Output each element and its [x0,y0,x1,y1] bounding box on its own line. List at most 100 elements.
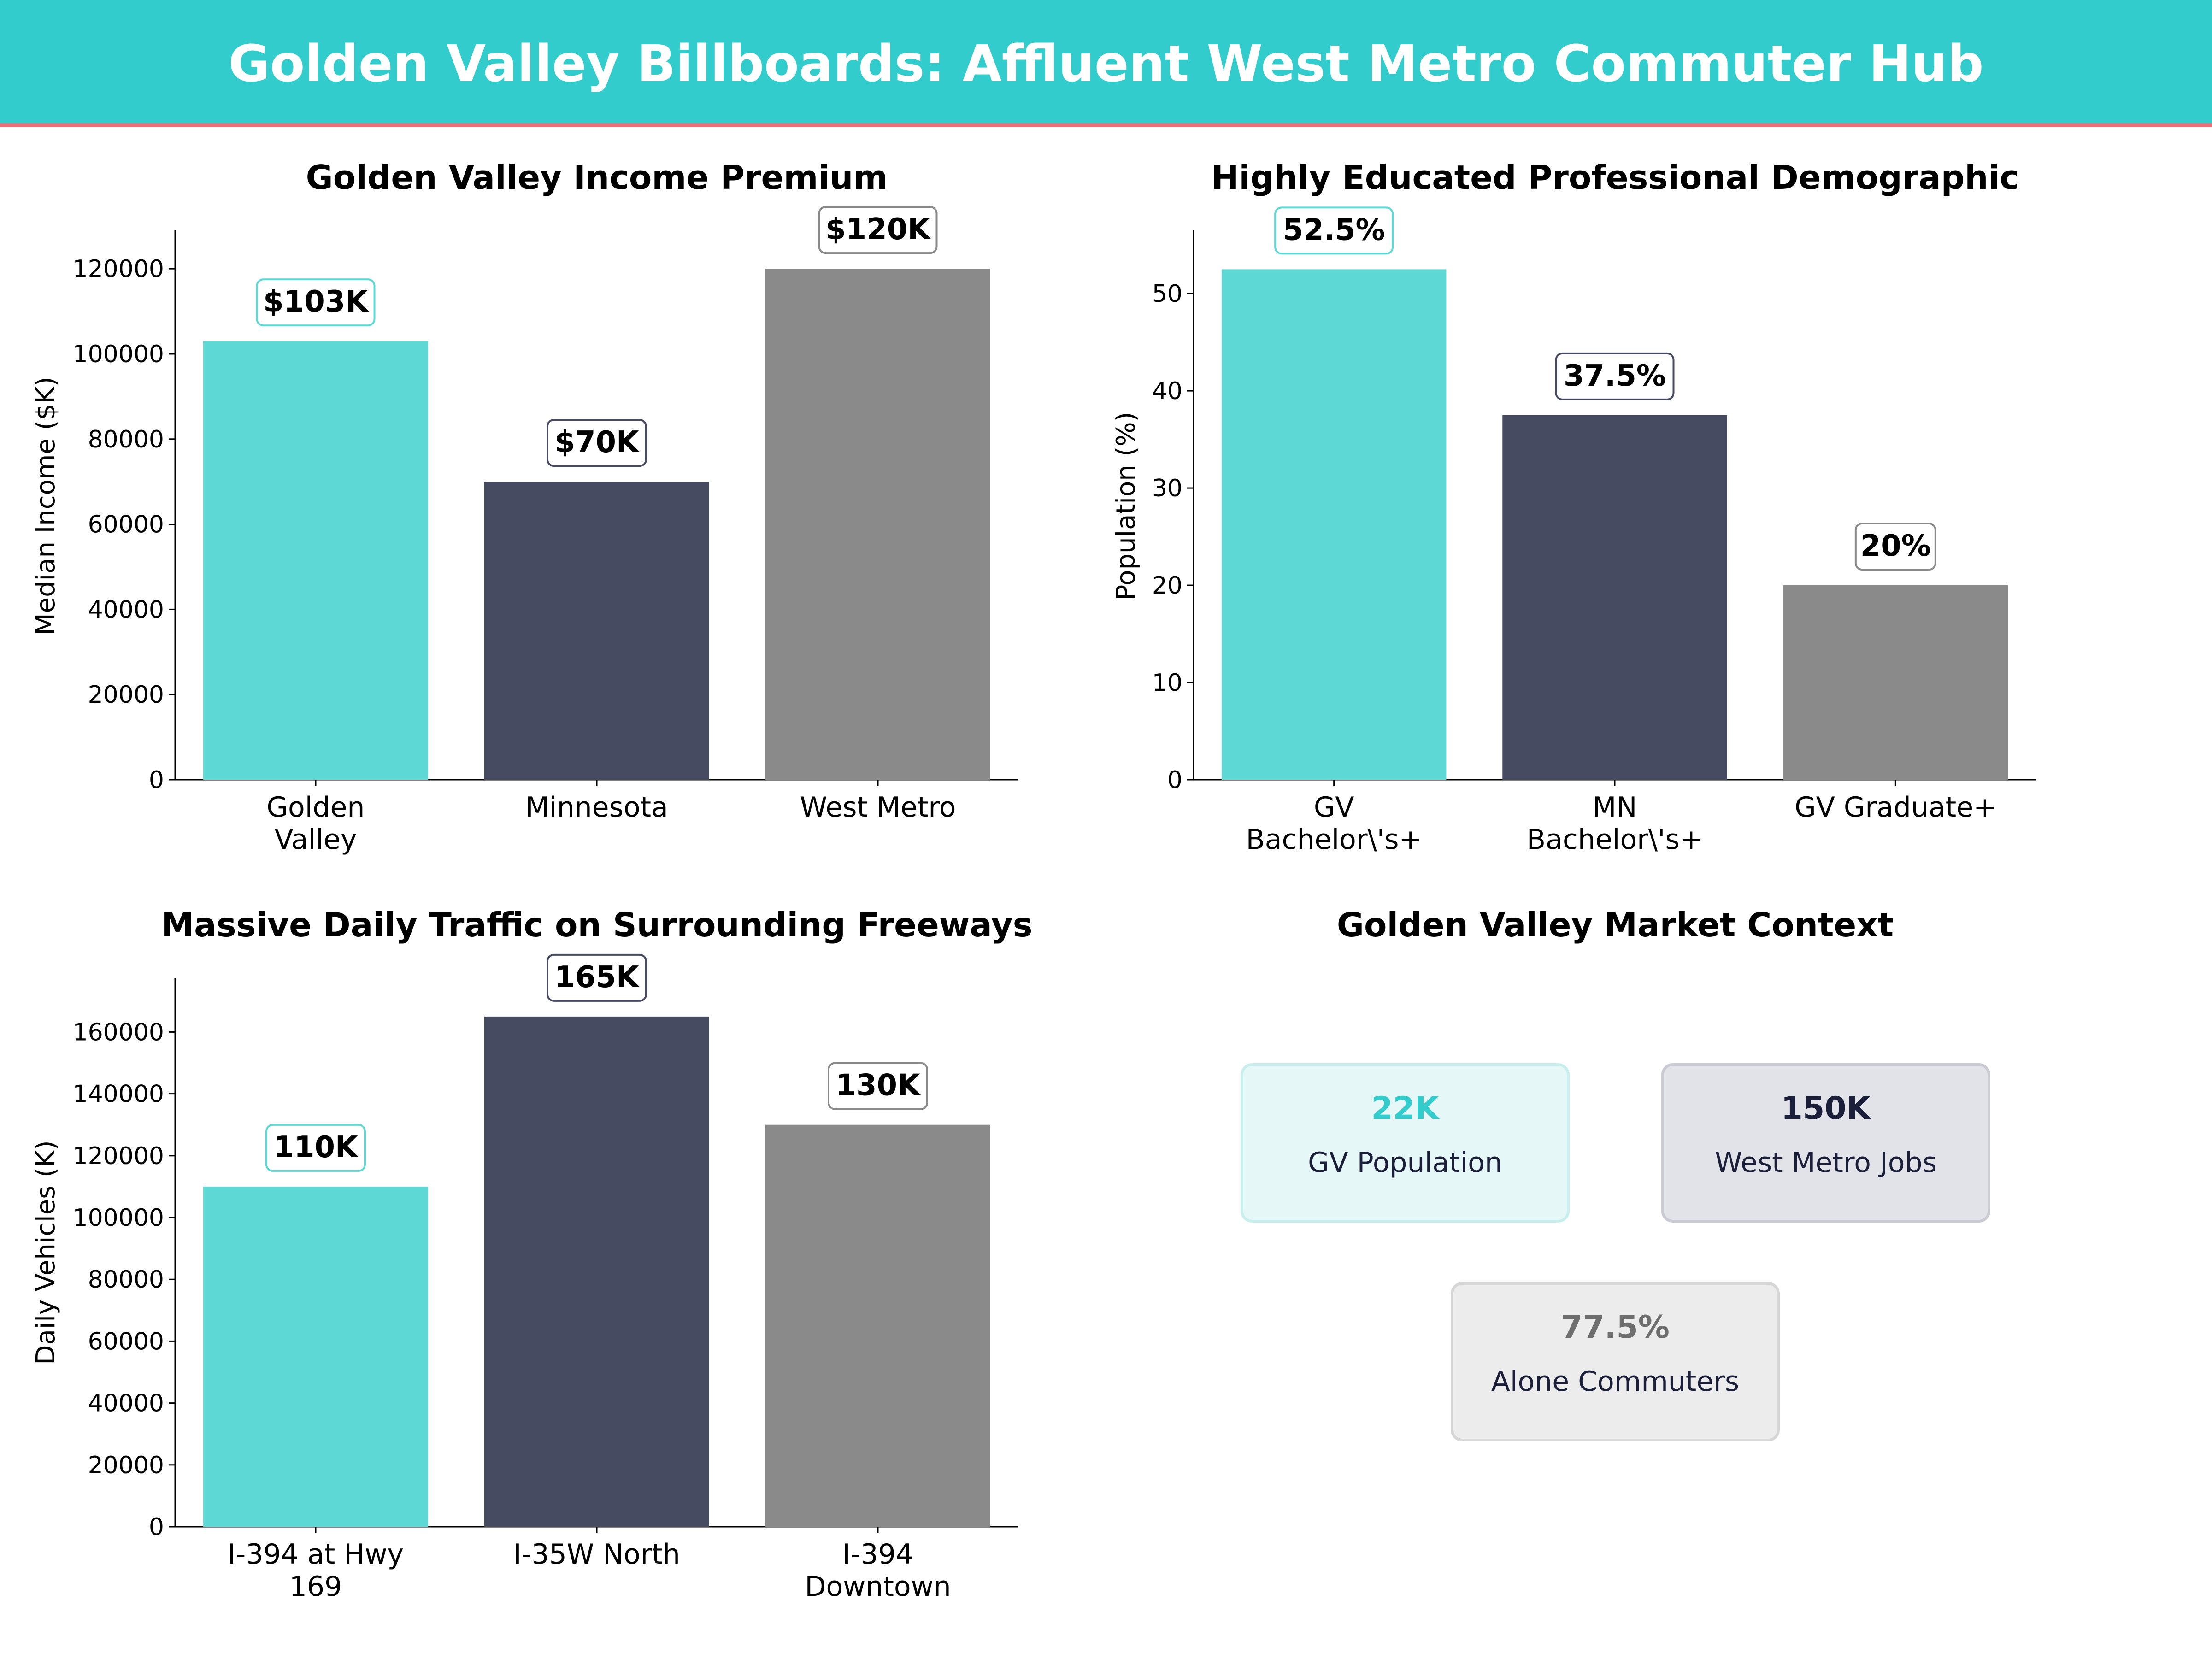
income-chart: Golden Valley Income Premium Median Inco… [31,158,1018,856]
stat-card-population-label: GV Population [1308,1147,1502,1179]
market-context-panel: Golden Valley Market Context 22K GV Popu… [1241,906,1990,1441]
income-bar [203,341,428,780]
traffic-chart: Massive Daily Traffic on Surrounding Fre… [31,906,1032,1603]
education-y-tick-label: 40 [1152,377,1182,405]
education-bar [1221,269,1447,780]
page-title: Golden Valley Billboards: Affluent West … [228,34,1984,93]
stat-card-population-box [1242,1065,1568,1221]
education-chart-y-axis-label: Population (%) [1111,412,1141,600]
education-chart-title: Highly Educated Professional Demographic [1211,158,2019,197]
traffic-bar [484,1016,709,1527]
education-category-label-line: Bachelor\'s+ [1527,824,1703,856]
traffic-data-label-box [265,1124,366,1172]
income-category-label-line: Valley [275,824,357,856]
traffic-data-label: 130K [835,1069,921,1103]
stat-card-commuters-box [1452,1283,1778,1440]
education-category-label: GV Bachelor\'s+ [1246,791,1422,856]
income-data-label: $103K [263,285,369,319]
income-category-label: Minnesota [525,791,668,824]
traffic-category-label: I-394 at Hwy 169 [228,1538,404,1603]
education-y-tick-label: 0 [1167,766,1182,794]
traffic-y-tick-label: 0 [149,1513,164,1541]
traffic-category-label-line: I-394 [842,1538,913,1571]
traffic-chart-title: Massive Daily Traffic on Surrounding Fre… [161,906,1033,944]
education-data-label: 20% [1860,529,1931,563]
education-data-label-box [1555,352,1675,400]
income-y-tick-label: 40000 [88,596,164,624]
education-category-label: GV Graduate+ [1794,791,1996,824]
stat-card-population: 22K GV Population [1241,1063,1570,1223]
income-y-tick-label: 100000 [72,341,164,368]
education-category-label-line: GV [1314,791,1354,824]
education-category-label: MN Bachelor\'s+ [1527,791,1703,856]
education-data-label: 37.5% [1564,359,1666,393]
stat-card-commuters-border [1451,1282,1780,1441]
traffic-data-label-box [547,953,647,1002]
income-category-label: Golden Valley [267,791,365,856]
income-y-tick-label: 60000 [88,511,164,539]
traffic-y-tick-label: 80000 [88,1266,164,1294]
traffic-y-tick-label: 140000 [72,1081,164,1108]
traffic-chart-y-axis-label: Daily Vehicles (K) [31,1140,61,1365]
income-chart-title: Golden Valley Income Premium [306,158,888,197]
income-bar [484,482,709,780]
stat-card-jobs-value: 150K [1781,1090,1872,1127]
income-data-label-box [547,419,647,467]
traffic-category-label-line: 169 [289,1571,342,1603]
income-category-label-line: West Metro [800,791,956,824]
traffic-category-label-line: I-394 at Hwy [228,1538,404,1571]
stat-card-jobs-box [1663,1065,1989,1221]
education-y-tick-label: 30 [1152,475,1182,502]
traffic-category-label-line: I-35W North [513,1538,680,1571]
income-bar [765,269,990,780]
education-y-tick-label: 10 [1152,669,1182,697]
traffic-y-tick-label: 100000 [72,1204,164,1232]
income-data-label-box [256,278,376,327]
income-category-label-line: Minnesota [525,791,668,824]
income-data-label: $120K [825,212,931,247]
traffic-data-label: 165K [554,960,640,994]
education-chart: Highly Educated Professional Demographic… [1111,158,2036,856]
traffic-data-label-box [828,1062,928,1110]
traffic-category-label-line: Downtown [805,1571,951,1603]
traffic-y-tick-label: 60000 [88,1328,164,1355]
income-y-tick-label: 0 [149,766,164,794]
stat-card-jobs-border [1661,1063,1990,1223]
header-banner: Golden Valley Billboards: Affluent West … [0,0,2212,127]
income-data-label-box [818,206,938,254]
traffic-category-label: I-35W North [513,1538,680,1571]
stat-card-commuters: 77.5% Alone Commuters [1451,1282,1780,1441]
traffic-y-tick-label: 160000 [72,1018,164,1046]
income-y-tick-label: 20000 [88,681,164,709]
income-y-tick-label: 120000 [72,255,164,283]
education-bar [1502,415,1727,780]
traffic-data-label: 110K [273,1130,359,1165]
stat-card-population-border [1241,1063,1570,1223]
income-chart-y-axis-label: Median Income ($K) [31,377,61,635]
traffic-bar [203,1186,428,1527]
traffic-y-tick-label: 20000 [88,1452,164,1479]
income-data-label: $70K [554,425,640,459]
income-y-tick-label: 80000 [88,426,164,453]
education-category-label-line: Bachelor\'s+ [1246,824,1422,856]
traffic-bar [765,1124,990,1527]
stat-card-jobs: 150K West Metro Jobs [1661,1063,1990,1223]
income-category-label: West Metro [800,791,956,824]
market-context-title: Golden Valley Market Context [1337,906,1894,944]
stat-card-jobs-label: West Metro Jobs [1715,1147,1937,1179]
stat-card-commuters-value: 77.5% [1561,1309,1670,1346]
education-category-label-line: GV Graduate+ [1794,791,1996,824]
education-y-tick-label: 50 [1152,280,1182,308]
education-data-label: 52.5% [1283,213,1385,247]
traffic-category-label: I-394 Downtown [805,1538,951,1603]
education-category-label-line: MN [1593,791,1637,824]
stat-card-population-value: 22K [1371,1090,1440,1127]
education-data-label-box [1854,523,1936,571]
education-y-tick-label: 20 [1152,572,1182,600]
traffic-y-tick-label: 40000 [88,1390,164,1418]
education-bar [1783,585,2008,780]
income-category-label-line: Golden [267,791,365,824]
stat-card-commuters-label: Alone Commuters [1491,1365,1739,1398]
traffic-y-tick-label: 120000 [72,1142,164,1170]
